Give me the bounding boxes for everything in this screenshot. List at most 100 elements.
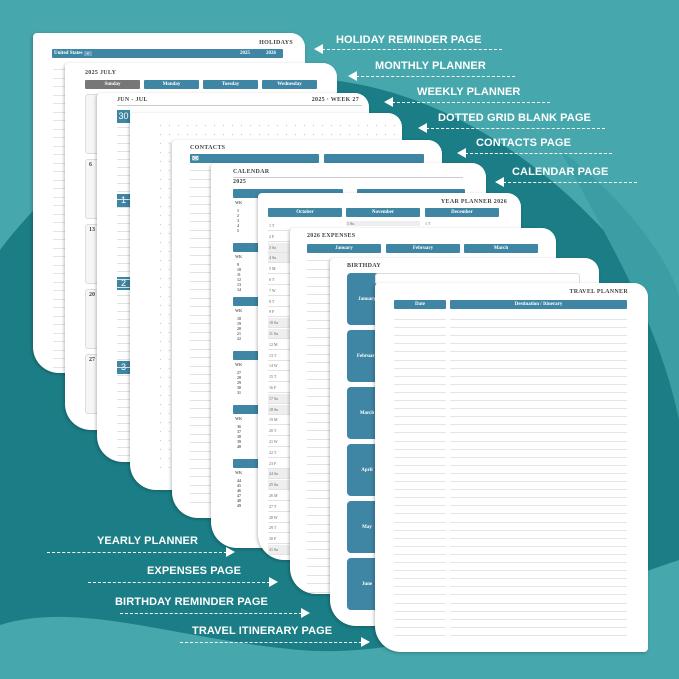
week-number: 27 — [237, 370, 241, 375]
callout-label: CALENDAR PAGE — [512, 166, 609, 178]
expense-line — [307, 515, 339, 516]
day-row: 10 Sa — [268, 318, 298, 329]
day-header-sunday: Sunday — [85, 80, 140, 89]
week-number: 12 — [237, 277, 241, 282]
year-2026: 2026 — [266, 51, 276, 56]
contact-line — [190, 187, 230, 188]
week-number: 2 — [237, 213, 239, 218]
month-february: February — [386, 244, 460, 253]
page-title: HOLIDAYS — [259, 40, 293, 46]
dec-day: 1 T — [425, 221, 431, 226]
contact-line — [190, 357, 230, 358]
date-line — [394, 464, 446, 466]
week-number: 44 — [237, 478, 241, 483]
week-number: 49 — [237, 503, 241, 508]
week-number: 39 — [237, 439, 241, 444]
itinerary-line — [450, 408, 627, 410]
itinerary-line — [450, 537, 627, 539]
dashed-line — [120, 613, 302, 614]
date-line — [394, 351, 446, 353]
date-line — [394, 505, 446, 507]
dashed-line — [426, 128, 605, 129]
holiday-row — [53, 162, 75, 164]
dashed-line — [465, 153, 612, 154]
dashed-line — [356, 76, 515, 77]
day-row: 2 F — [268, 232, 298, 242]
callout-label: HOLIDAY REMINDER PAGE — [336, 34, 482, 46]
contact-bar-2 — [324, 154, 424, 163]
day-row: 22 T — [268, 448, 298, 458]
itinerary-line — [450, 335, 627, 337]
week-number: 10 — [237, 267, 241, 272]
expense-line — [307, 557, 339, 559]
day-number-box: 30 — [117, 110, 130, 123]
date-line — [394, 448, 446, 450]
expense-line — [307, 268, 339, 270]
contact-line — [190, 425, 230, 426]
day-row: 28 W — [268, 513, 298, 523]
chevron-down-icon: ⌄ — [83, 51, 92, 56]
dashed-line — [392, 102, 550, 103]
contact-line — [190, 476, 230, 477]
week-range: JUN - JUL — [117, 97, 148, 103]
expense-line — [307, 549, 339, 550]
itinerary-line — [450, 521, 627, 523]
month-december: December — [425, 208, 499, 217]
dashed-line — [322, 49, 502, 50]
contact-line — [190, 280, 230, 282]
itinerary-line — [450, 497, 627, 499]
contact-line — [190, 246, 230, 248]
expense-line — [307, 481, 339, 482]
day-number: 6 — [89, 162, 92, 168]
travel-itinerary-page: TRAVEL PLANNER Date Destination / Itiner… — [375, 283, 648, 652]
wk-label: WK — [235, 308, 243, 313]
itinerary-line — [450, 343, 627, 345]
dashed-line — [180, 642, 362, 643]
day-row: 30 F — [268, 534, 298, 545]
callout-label: YEARLY PLANNER — [97, 535, 199, 547]
dashed-line — [88, 582, 270, 583]
arrow-right-icon — [301, 608, 310, 618]
country-select[interactable]: United States ⌄ — [52, 49, 283, 58]
date-line — [394, 610, 446, 612]
expense-line — [307, 387, 339, 389]
page-title: 2025 JULY — [85, 70, 117, 76]
contact-line — [190, 221, 230, 222]
holiday-row — [53, 205, 75, 206]
callout-label: BIRTHDAY REMINDER PAGE — [115, 596, 268, 608]
expense-line — [307, 362, 339, 363]
contact-line — [190, 204, 230, 205]
week-number: 45 — [237, 483, 241, 488]
itinerary-line — [450, 456, 627, 458]
expense-line — [307, 379, 339, 380]
nov-day: 1 Su — [346, 221, 420, 226]
contact-line — [190, 501, 230, 503]
week-number: 3 — [237, 218, 239, 223]
arrow-left-icon — [314, 44, 323, 54]
contact-line — [190, 229, 230, 231]
holiday-row — [53, 230, 75, 232]
holiday-row — [53, 239, 75, 240]
date-line — [394, 456, 446, 458]
arrow-left-icon — [457, 148, 466, 158]
contact-line — [190, 178, 230, 180]
holiday-row — [53, 171, 75, 172]
month-october: October — [268, 208, 342, 217]
contact-line — [190, 306, 230, 307]
date-line — [394, 521, 446, 523]
day-number: 20 — [89, 292, 95, 298]
contact-line — [190, 391, 230, 392]
week-number: 18 — [237, 316, 241, 321]
holiday-row — [53, 213, 75, 215]
day-number-box: 2 — [117, 277, 130, 290]
holiday-row — [53, 315, 75, 317]
holiday-row — [53, 94, 75, 96]
arrow-left-icon — [495, 177, 504, 187]
callout-label: MONTHLY PLANNER — [375, 60, 486, 72]
wk-label: WK — [235, 254, 243, 259]
date-line — [394, 416, 446, 418]
expense-line — [307, 532, 339, 533]
callout-label: WEEKLY PLANNER — [417, 86, 521, 98]
holiday-row — [53, 341, 75, 342]
date-line — [394, 497, 446, 499]
